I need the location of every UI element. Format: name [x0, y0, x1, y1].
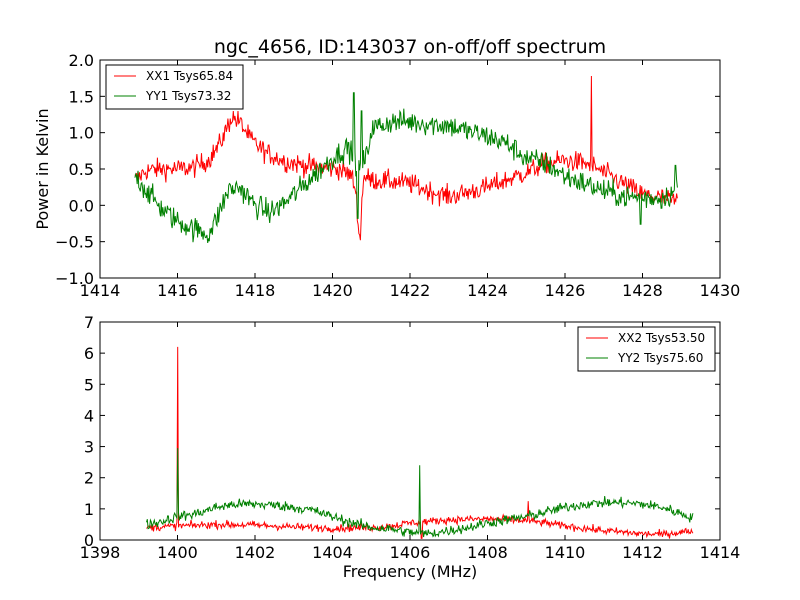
x-tick-label: 1410: [545, 543, 586, 562]
y-tick-label: 1: [84, 500, 94, 519]
x-tick-label: 1404: [312, 543, 353, 562]
x-axis-title: Frequency (MHz): [343, 562, 477, 581]
legend-label: XX1 Tsys65.84: [146, 69, 233, 83]
chart-panel-2: 1398 1400 1402 1404 1406 1408 1410 1412 1414 0 1 2 3…: [80, 313, 741, 581]
y-tick-label: 1.0: [69, 124, 94, 143]
legend-label: YY1 Tsys73.32: [145, 89, 231, 103]
x-tick-label: 1424: [467, 281, 508, 300]
y-tick-label: 2.0: [69, 51, 94, 70]
series-line-yy2: [146, 448, 694, 538]
chart-panel-1: 1414 1416 1418 1420 1422 1424 1426 1428 1430 −1.0…: [33, 36, 740, 300]
x-tick-label: 1408: [467, 543, 508, 562]
x-tick-label: 1430: [700, 281, 741, 300]
x-tick-label: 1422: [390, 281, 431, 300]
x-tick-label: 1398: [80, 543, 121, 562]
x-tick-label: 1414: [80, 281, 121, 300]
legend: XX2 Tsys53.50 YY2 Tsys75.60: [577, 326, 716, 372]
y-tick-label: 4: [84, 406, 94, 425]
y-tick-label: 6: [84, 344, 94, 363]
x-tick-label: 1406: [390, 543, 431, 562]
x-tick-label: 1402: [235, 543, 276, 562]
y-tick-label: −1.0: [55, 269, 94, 288]
x-tick-label: 1416: [157, 281, 198, 300]
y-tick-label: 0.5: [69, 160, 94, 179]
y-tick-label: 2: [84, 469, 94, 488]
x-tick-label: 1428: [622, 281, 663, 300]
y-tick-label: 0.0: [69, 196, 94, 215]
y-tick-label: −0.5: [55, 233, 94, 252]
x-tick-label: 1400: [157, 543, 198, 562]
x-tick-label: 1412: [622, 543, 663, 562]
y-tick-label: 5: [84, 375, 94, 394]
series-line-xx1: [134, 75, 678, 241]
legend: XX1 Tsys65.84 YY1 Tsys73.32: [105, 64, 244, 110]
legend-box: [105, 64, 244, 110]
y-tick-label: 7: [84, 313, 94, 332]
chart-title: ngc_4656, ID:143037 on-off/off spectrum: [214, 36, 606, 58]
series-line-yy1: [134, 92, 678, 243]
x-tick-label: 1414: [700, 543, 741, 562]
legend-label: YY2 Tsys75.60: [617, 351, 703, 365]
x-tick-label: 1418: [235, 281, 276, 300]
x-tick-label: 1426: [545, 281, 586, 300]
legend-label: XX2 Tsys53.50: [618, 331, 705, 345]
y-tick-label: 3: [84, 438, 94, 457]
x-tick-label: 1420: [312, 281, 353, 300]
y-axis-title: Power in Kelvin: [33, 108, 52, 229]
y-tick-label: 1.5: [69, 87, 94, 106]
legend-box: [577, 326, 716, 372]
y-tick-label: 0: [84, 531, 94, 550]
series-line-xx2: [146, 346, 694, 539]
